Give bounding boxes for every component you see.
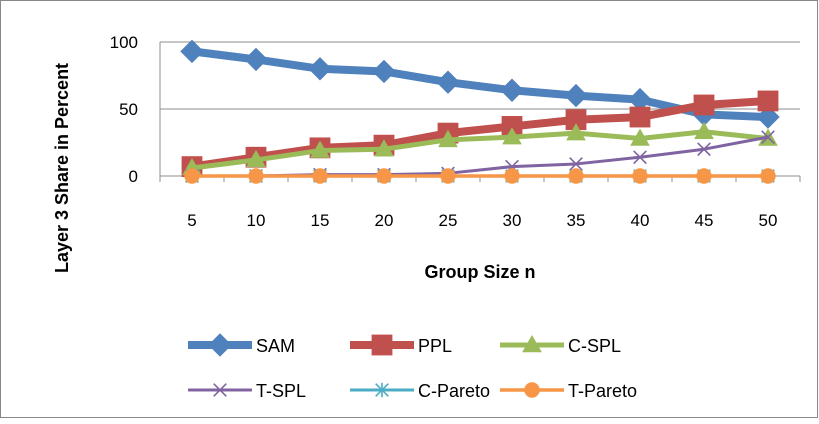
y-tick-label: 100	[110, 33, 138, 52]
data-point	[524, 382, 540, 398]
x-tick-label: 50	[759, 211, 778, 230]
legend-item-c-spl: C-SPL	[500, 334, 621, 356]
x-axis-title: Group Size n	[424, 262, 535, 282]
x-tick-label: 20	[375, 211, 394, 230]
y-tick-label: 50	[119, 100, 138, 119]
legend-label: T-SPL	[256, 381, 306, 401]
data-point	[633, 150, 647, 165]
data-point	[696, 168, 712, 184]
series-t-pareto	[184, 168, 776, 184]
legend-label: SAM	[256, 336, 295, 356]
legend: SAM PPL C-SPL T-SPL C-Pareto T-Pareto	[188, 333, 637, 401]
y-tick-label: 0	[129, 167, 138, 186]
legend-label: C-SPL	[568, 336, 621, 356]
data-point	[180, 39, 204, 64]
series-line	[189, 129, 771, 171]
series-line	[188, 96, 772, 171]
data-point	[244, 47, 268, 72]
data-point	[208, 333, 232, 357]
data-point	[371, 334, 393, 356]
data-point	[761, 130, 775, 145]
x-tick-label: 30	[503, 211, 522, 230]
legend-label: C-Pareto	[418, 381, 490, 401]
data-point	[760, 168, 776, 184]
legend-label: T-Pareto	[568, 381, 637, 401]
series-lines	[180, 39, 780, 184]
data-point	[308, 57, 332, 81]
data-point	[438, 129, 458, 148]
data-point	[375, 382, 389, 398]
data-point	[376, 168, 392, 184]
data-point	[569, 157, 583, 171]
data-point	[630, 128, 650, 146]
legend-item-ppl: PPL	[350, 334, 452, 356]
x-tick-label: 40	[631, 211, 650, 230]
data-point	[436, 70, 460, 94]
data-point	[500, 78, 524, 102]
data-point	[246, 149, 266, 168]
data-point	[697, 142, 711, 157]
legend-item-t-pareto: T-Pareto	[500, 381, 637, 401]
data-point	[310, 140, 330, 158]
x-tick-label: 10	[247, 211, 266, 230]
data-point	[502, 127, 522, 145]
legend-item-c-pareto: C-Pareto	[350, 381, 490, 401]
data-point	[312, 168, 328, 184]
data-point	[184, 168, 200, 184]
data-point	[629, 106, 651, 128]
x-tick-label: 5	[187, 211, 196, 230]
data-point	[522, 334, 542, 353]
data-point	[372, 59, 396, 84]
x-tick-labels: 5 10 15 20 25 30 35 40 45 50	[187, 211, 777, 230]
data-point	[757, 90, 779, 112]
x-tick-label: 35	[567, 211, 586, 230]
legend-label: PPL	[418, 336, 452, 356]
x-tick-label: 25	[439, 211, 458, 230]
data-point	[564, 83, 588, 108]
y-tick-labels: 0 50 100	[110, 33, 138, 186]
data-point	[756, 105, 780, 129]
data-point	[693, 94, 715, 116]
data-point	[248, 168, 264, 184]
legend-item-sam: SAM	[188, 333, 295, 357]
legend-item-t-spl: T-SPL	[188, 381, 306, 401]
data-point	[694, 121, 714, 140]
data-point	[374, 139, 394, 157]
data-point	[566, 123, 586, 141]
x-tick-label: 45	[695, 211, 714, 230]
data-point	[504, 168, 520, 184]
data-point	[568, 168, 584, 184]
data-point	[440, 168, 456, 184]
data-point	[632, 168, 648, 184]
data-point	[213, 383, 227, 397]
x-tick-label: 15	[311, 211, 330, 230]
y-axis-title: Layer 3 Share in Percent	[52, 63, 72, 273]
